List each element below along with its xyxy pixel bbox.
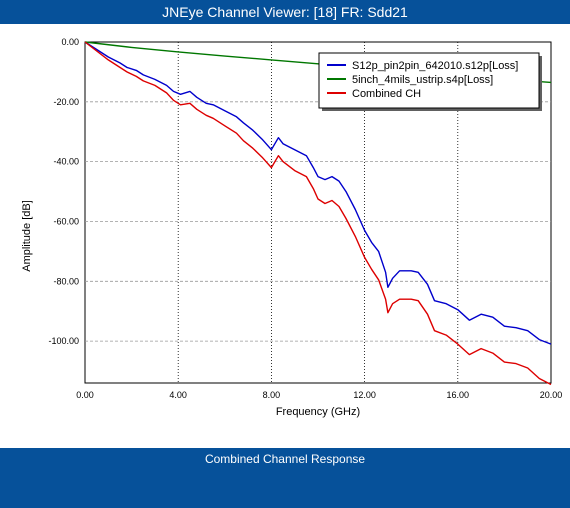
legend-entry: 5inch_4mils_ustrip.s4p[Loss] xyxy=(352,74,493,86)
x-tick-label: 20.00 xyxy=(540,390,563,400)
y-tick-label: -100.00 xyxy=(48,336,79,346)
y-tick-label: -60.00 xyxy=(53,216,79,226)
series-line-3 xyxy=(84,41,552,386)
chart-legend[interactable]: S12p_pin2pin_642010.s12p[Loss] 5inch_4mil… xyxy=(318,52,542,111)
legend-entry: Combined CH xyxy=(352,88,421,100)
x-tick-label: 12.00 xyxy=(353,390,376,400)
series-line-1 xyxy=(84,41,552,345)
axis-ticks: 0.00 4.00 8.00 12.00 16.00 20.00 0.00 -20.00 -40… xyxy=(48,37,562,400)
footer-label: Combined Channel Response xyxy=(204,452,366,466)
x-tick-label: 8.00 xyxy=(263,390,281,400)
x-tick-label: 4.00 xyxy=(169,390,187,400)
x-tick-label: 0.00 xyxy=(76,390,94,400)
frequency-response-chart: 0.00 4.00 8.00 12.00 16.00 20.00 0.00 -20.00 -40… xyxy=(21,37,562,418)
legend-box xyxy=(318,52,540,109)
y-tick-label: -80.00 xyxy=(53,276,79,286)
footer-panel: Combined Channel Response xyxy=(0,448,570,508)
x-axis-title: Frequency (GHz) xyxy=(276,406,360,418)
window-title: JNEye Channel Viewer: [18] FR: Sdd21 xyxy=(0,0,570,24)
legend-entry: S12p_pin2pin_642010.s12p[Loss] xyxy=(352,60,518,72)
grid-lines xyxy=(85,42,551,383)
y-axis-title: Amplitude [dB] xyxy=(21,200,33,272)
y-tick-label: 0.00 xyxy=(61,37,79,47)
y-tick-label: -40.00 xyxy=(53,157,79,167)
x-tick-label: 16.00 xyxy=(447,390,470,400)
y-tick-label: -20.00 xyxy=(53,97,79,107)
